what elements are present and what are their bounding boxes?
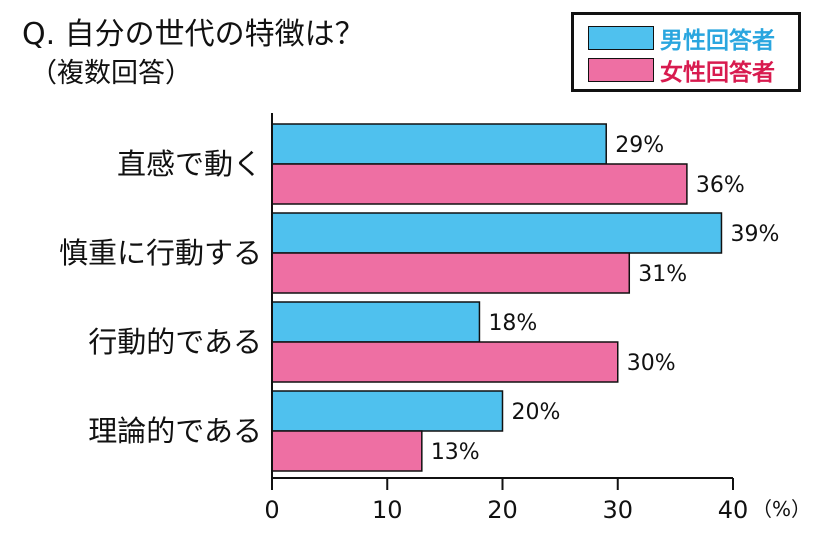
legend-swatch-female — [588, 58, 654, 82]
chart-title: Q. 自分の世代の特徴は？ — [22, 17, 365, 52]
legend-item-female: 女性回答者 — [588, 57, 775, 86]
x-tick-label-0: 0 — [264, 496, 279, 524]
bar-female-2 — [271, 341, 619, 383]
legend-label-male: 男性回答者 — [660, 28, 775, 54]
category-label-0: 直感で動く — [117, 147, 262, 181]
data-label-male-0: 29% — [615, 133, 664, 158]
data-label-male-1: 39% — [730, 222, 779, 247]
data-label-female-3: 13% — [431, 440, 480, 465]
bar-female-1 — [271, 252, 631, 294]
category-label-3: 理論的である — [88, 414, 262, 448]
bar-male-3 — [271, 390, 504, 432]
x-tick-label-2: 20 — [487, 496, 518, 524]
data-label-female-0: 36% — [696, 173, 745, 198]
legend: 男性回答者 女性回答者 — [571, 12, 801, 92]
x-tick-label-3: 30 — [602, 496, 633, 524]
data-label-male-2: 18% — [488, 311, 537, 336]
data-label-male-3: 20% — [512, 400, 561, 425]
category-label-1: 慎重に行動する — [59, 236, 262, 270]
x-unit-label: （%） — [752, 497, 811, 521]
data-label-female-1: 31% — [638, 262, 687, 287]
x-tick-label-1: 10 — [372, 496, 403, 524]
legend-item-male: 男性回答者 — [588, 25, 775, 54]
legend-swatch-male — [588, 26, 654, 50]
chart-subtitle: （複数回答） — [30, 58, 192, 89]
bar-male-2 — [271, 301, 481, 343]
bar-female-3 — [271, 430, 423, 472]
bar-male-1 — [271, 212, 723, 254]
bar-female-0 — [271, 163, 688, 205]
x-tick-label-4: 40 — [718, 496, 749, 524]
legend-label-female: 女性回答者 — [660, 60, 775, 86]
bar-male-0 — [271, 123, 607, 165]
data-label-female-2: 30% — [627, 351, 676, 376]
category-label-2: 行動的である — [88, 325, 262, 359]
